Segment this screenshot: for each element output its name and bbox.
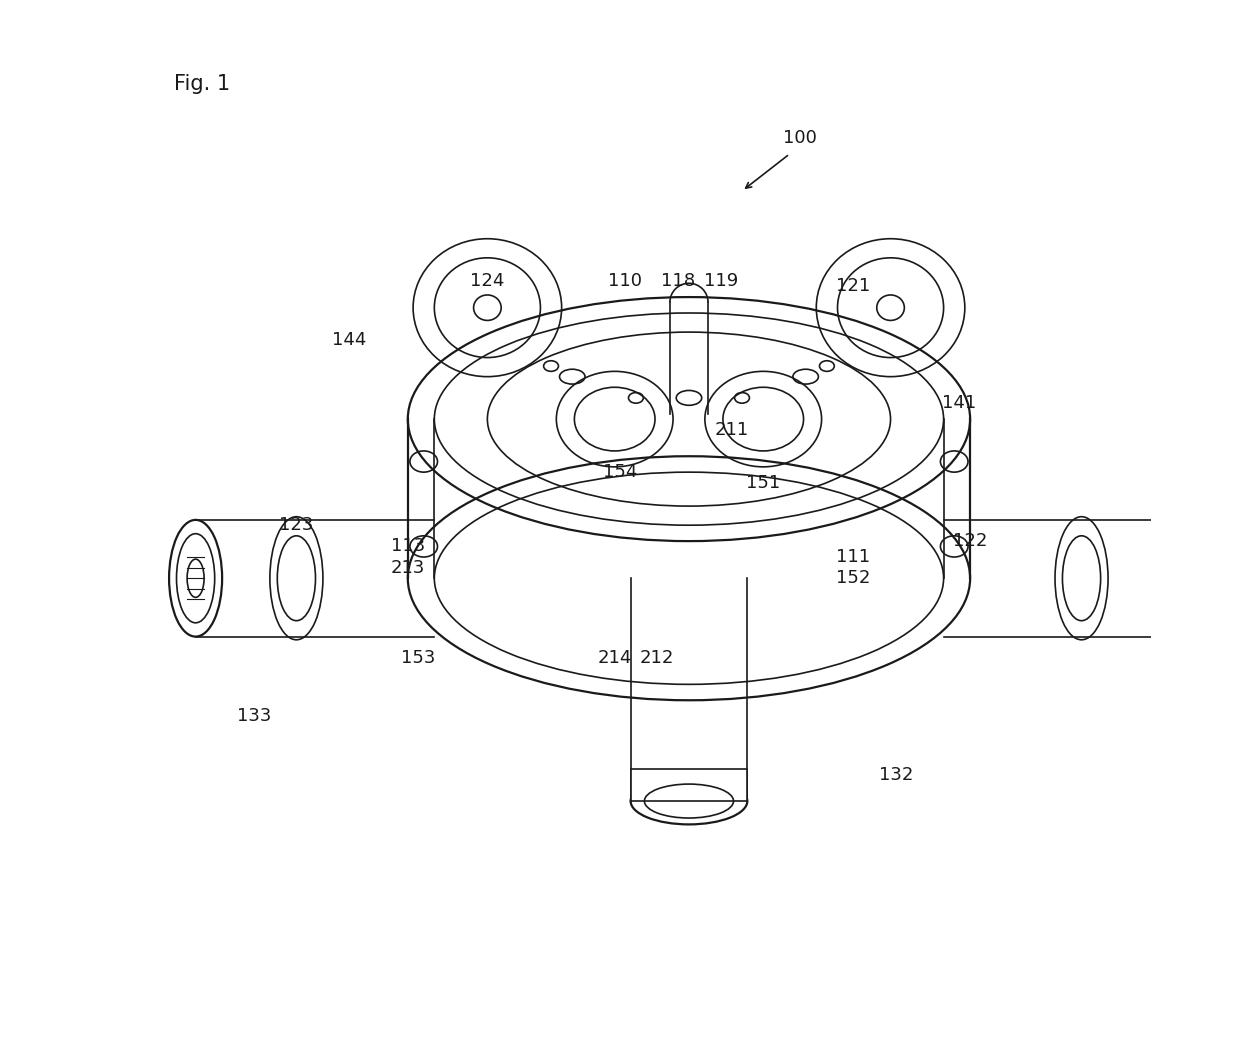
Text: 123: 123 xyxy=(279,517,314,534)
Text: 100: 100 xyxy=(784,129,817,146)
Text: 214: 214 xyxy=(598,649,632,666)
Text: 141: 141 xyxy=(942,395,977,412)
Text: 152: 152 xyxy=(836,570,870,587)
Text: 119: 119 xyxy=(703,273,738,290)
Text: 118: 118 xyxy=(661,273,696,290)
Text: 110: 110 xyxy=(609,273,642,290)
Text: 211: 211 xyxy=(714,421,749,438)
Text: 113: 113 xyxy=(391,538,425,555)
Text: 151: 151 xyxy=(746,474,780,491)
Text: 133: 133 xyxy=(237,708,272,725)
Text: 154: 154 xyxy=(603,464,637,481)
Text: 124: 124 xyxy=(470,273,505,290)
FancyBboxPatch shape xyxy=(631,769,748,801)
Text: 111: 111 xyxy=(836,549,870,566)
Text: 121: 121 xyxy=(836,278,870,295)
Text: 212: 212 xyxy=(640,649,675,666)
Text: 132: 132 xyxy=(879,766,913,783)
Text: 153: 153 xyxy=(402,649,435,666)
Text: 122: 122 xyxy=(954,533,987,550)
Text: 213: 213 xyxy=(391,559,425,576)
Text: Fig. 1: Fig. 1 xyxy=(175,74,231,94)
Text: 144: 144 xyxy=(332,331,367,348)
